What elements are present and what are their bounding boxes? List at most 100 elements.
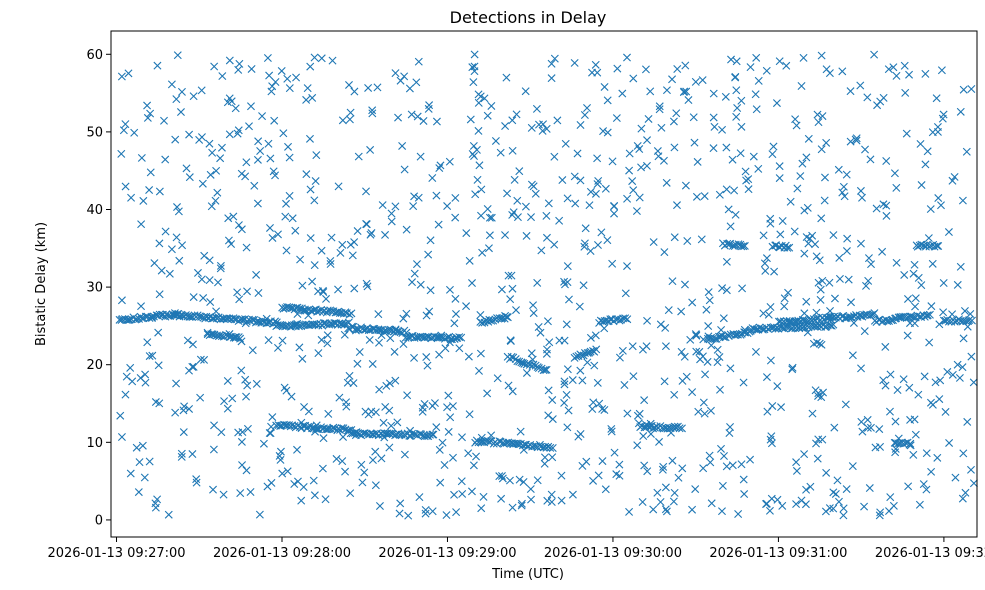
data-point bbox=[420, 432, 429, 441]
data-point bbox=[238, 461, 247, 470]
data-point bbox=[496, 148, 505, 157]
data-point bbox=[432, 423, 441, 432]
data-point bbox=[536, 328, 545, 337]
data-point bbox=[560, 398, 569, 407]
data-point bbox=[281, 212, 290, 221]
data-point bbox=[754, 76, 763, 85]
data-point bbox=[368, 109, 377, 118]
data-point bbox=[863, 93, 872, 102]
data-point bbox=[719, 314, 728, 323]
data-point bbox=[381, 230, 390, 239]
data-point bbox=[657, 123, 666, 132]
data-point bbox=[474, 126, 483, 135]
data-point bbox=[207, 202, 216, 211]
data-point bbox=[259, 439, 268, 448]
data-point bbox=[155, 290, 164, 299]
data-point bbox=[881, 342, 890, 351]
data-point bbox=[905, 70, 914, 79]
data-point bbox=[706, 406, 715, 415]
data-point bbox=[322, 308, 331, 317]
data-point bbox=[608, 259, 617, 268]
data-point bbox=[933, 122, 942, 131]
data-point bbox=[451, 193, 460, 202]
data-point bbox=[589, 476, 598, 485]
data-point bbox=[646, 429, 655, 438]
data-point bbox=[592, 345, 601, 354]
data-point bbox=[751, 347, 760, 356]
data-point bbox=[568, 376, 577, 385]
data-point bbox=[701, 370, 710, 379]
data-point bbox=[829, 504, 838, 513]
data-point bbox=[364, 83, 373, 92]
data-point bbox=[341, 319, 350, 328]
data-point bbox=[741, 167, 750, 176]
data-point bbox=[455, 333, 464, 342]
data-point bbox=[802, 297, 811, 306]
data-point bbox=[632, 207, 641, 216]
data-point bbox=[199, 294, 208, 303]
data-point bbox=[539, 366, 548, 375]
data-point bbox=[673, 65, 682, 74]
data-point bbox=[237, 169, 246, 178]
data-point bbox=[421, 505, 430, 514]
data-point bbox=[935, 395, 944, 404]
data-point bbox=[124, 69, 133, 78]
data-point bbox=[542, 124, 551, 133]
data-point bbox=[483, 389, 492, 398]
data-point bbox=[873, 101, 882, 110]
data-point bbox=[224, 236, 233, 245]
data-point bbox=[560, 280, 569, 289]
data-point bbox=[464, 352, 473, 361]
data-point bbox=[446, 413, 455, 422]
data-point bbox=[231, 333, 240, 342]
data-point bbox=[927, 467, 936, 476]
data-point bbox=[173, 203, 182, 212]
data-point bbox=[468, 63, 477, 72]
data-point bbox=[814, 435, 823, 444]
data-point bbox=[403, 391, 412, 400]
data-point bbox=[820, 173, 829, 182]
data-point bbox=[738, 284, 747, 293]
data-point bbox=[464, 449, 473, 458]
data-point bbox=[840, 192, 849, 201]
data-point bbox=[334, 182, 343, 191]
data-point bbox=[690, 138, 699, 147]
data-point bbox=[253, 155, 262, 164]
data-point bbox=[649, 238, 658, 247]
data-point bbox=[656, 320, 665, 329]
data-point bbox=[360, 429, 369, 438]
data-point bbox=[564, 295, 573, 304]
data-point bbox=[576, 430, 585, 439]
data-point bbox=[765, 506, 774, 515]
data-point bbox=[375, 501, 384, 510]
data-point bbox=[621, 314, 630, 323]
data-point bbox=[802, 153, 811, 162]
data-point bbox=[338, 116, 347, 125]
data-point bbox=[271, 317, 280, 326]
data-point bbox=[958, 494, 967, 503]
data-point bbox=[691, 485, 700, 494]
data-point bbox=[491, 136, 500, 145]
data-point bbox=[537, 246, 546, 255]
data-point bbox=[924, 234, 933, 243]
data-point bbox=[328, 56, 337, 65]
data-point bbox=[274, 230, 282, 239]
data-point bbox=[485, 231, 494, 240]
data-point bbox=[205, 139, 214, 148]
data-point bbox=[507, 271, 516, 280]
data-point bbox=[762, 373, 771, 382]
data-point bbox=[591, 331, 600, 340]
data-point bbox=[882, 157, 891, 166]
data-point bbox=[625, 149, 634, 158]
data-point bbox=[266, 154, 275, 163]
data-point bbox=[117, 149, 126, 158]
data-point bbox=[965, 316, 974, 324]
data-point bbox=[872, 204, 881, 213]
data-point bbox=[339, 432, 348, 441]
x-axis: 2026-01-13 09:27:00 2026-01-13 09:28:00 20… bbox=[47, 537, 985, 561]
data-point bbox=[806, 482, 815, 491]
data-point bbox=[347, 309, 356, 318]
data-point bbox=[943, 367, 952, 376]
data-point bbox=[145, 352, 154, 361]
data-point bbox=[390, 347, 399, 356]
